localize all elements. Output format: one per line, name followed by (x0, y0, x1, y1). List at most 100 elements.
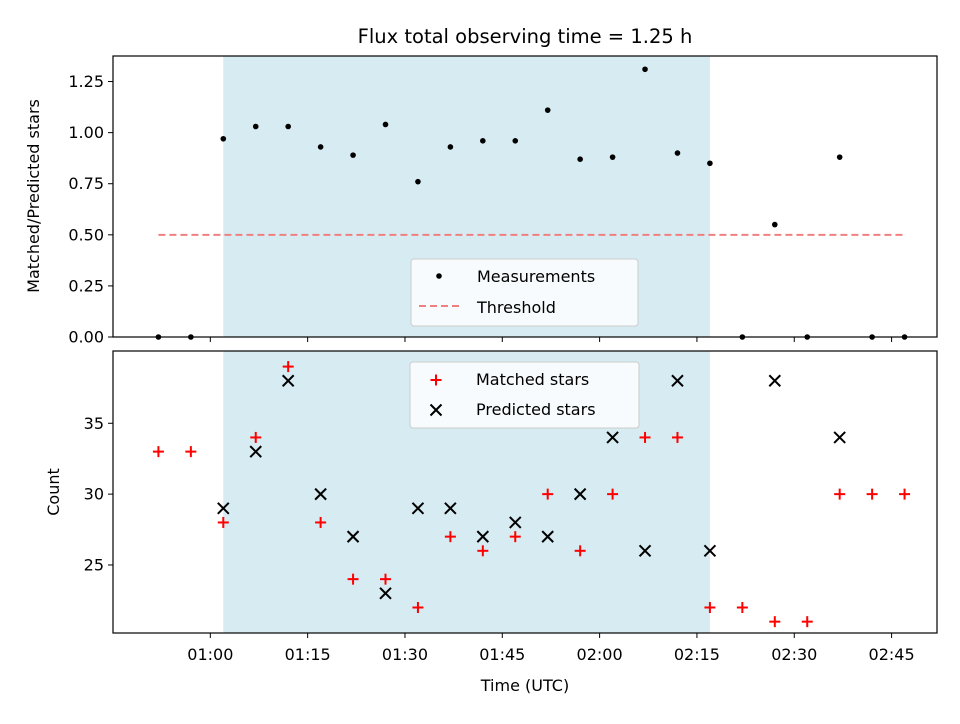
matched-star-point (671, 431, 683, 443)
x-stroke (573, 487, 587, 501)
y-tick-label: 0.00 (68, 328, 104, 347)
x-tick-label: 01:30 (382, 645, 428, 664)
predicted-star-point (249, 445, 262, 458)
predicted-star-point (281, 374, 295, 387)
matched-star-point (801, 616, 813, 628)
top-legend-box (410, 258, 639, 327)
bottom-legend-box (409, 361, 640, 429)
measurement-point (350, 152, 356, 158)
top-panel: Flux total observing time = 1.25 h 0.000… (24, 25, 938, 347)
predicted-star-point (703, 544, 717, 558)
matched-star-point (250, 431, 262, 443)
x-tick-label: 02:15 (674, 645, 720, 664)
bottom-y-axis-label: Count (44, 468, 63, 516)
x-stroke (703, 544, 717, 558)
predicted-star-point (541, 530, 554, 543)
x-stroke (768, 374, 782, 387)
matched-star-points (152, 361, 911, 628)
matched-star-point (574, 545, 586, 557)
legend-label-threshold: Threshold (476, 298, 556, 317)
bottom-panel: 25 30 35 01:00 01:15 01:30 01:45 02:00 02:15 02:… (44, 350, 938, 695)
top-y-axis-ticks: 0.00 0.25 0.50 0.75 1.00 1.25 (68, 72, 113, 347)
matched-star-point (380, 573, 392, 585)
matched-star-point (412, 601, 424, 613)
predicted-star-point (509, 516, 522, 529)
x-stroke (346, 530, 360, 543)
bottom-plot-frame (112, 350, 938, 634)
measurement-point (544, 107, 551, 113)
matched-star-point (217, 516, 229, 528)
bottom-x-axis-ticks: 01:00 01:15 01:30 01:45 02:00 02:15 02:30 02:45 (187, 633, 915, 664)
matched-star-point (542, 488, 554, 500)
matched-star-point (444, 531, 456, 543)
x-axis-label: Time (UTC) (480, 676, 569, 695)
x-stroke (541, 530, 554, 543)
predicted-star-point (444, 502, 457, 515)
predicted-star-point (573, 487, 587, 501)
measurement-point (480, 138, 486, 144)
measurement-point (447, 144, 454, 150)
matched-star-point (834, 488, 846, 500)
measurement-point (674, 150, 681, 156)
matched-star-point (282, 361, 294, 373)
matched-star-point (704, 601, 716, 613)
y-tick-label: 0.50 (68, 225, 104, 244)
matched-star-point (899, 488, 911, 500)
measurement-point (609, 154, 616, 160)
matched-star-point (185, 446, 197, 458)
y-tick-label: 25 (84, 555, 104, 574)
y-tick-label: 1.00 (68, 123, 104, 142)
matched-star-point (477, 545, 489, 557)
matched-star-point (639, 431, 651, 443)
x-stroke (281, 374, 295, 387)
matched-star-point (152, 446, 164, 458)
predicted-star-point (833, 431, 846, 444)
legend-marker-measurements (436, 273, 442, 279)
y-tick-label: 0.75 (68, 174, 104, 193)
measurement-point (415, 178, 421, 185)
predicted-star-point (768, 374, 782, 387)
legend-label-predicted: Predicted stars (476, 400, 596, 419)
y-tick-label: 35 (84, 414, 104, 433)
legend-label-matched: Matched stars (476, 370, 589, 389)
x-stroke (217, 502, 230, 515)
x-tick-label: 01:15 (285, 645, 331, 664)
y-tick-label: 1.25 (68, 72, 104, 91)
predicted-star-points (217, 374, 846, 600)
x-tick-label: 01:00 (187, 645, 233, 664)
x-stroke (379, 587, 392, 600)
x-stroke (411, 502, 425, 515)
matched-star-point (509, 531, 521, 543)
matched-star-point (607, 488, 619, 500)
legend-marker-predicted (429, 403, 443, 417)
matched-star-point (769, 616, 781, 628)
measurement-point (642, 66, 648, 73)
measurement-point (577, 156, 583, 163)
x-stroke (509, 516, 522, 529)
bottom-y-axis-ticks: 25 30 35 (84, 414, 113, 574)
legend-plus (430, 374, 442, 386)
measurement-point (382, 121, 389, 128)
x-tick-label: 02:45 (869, 645, 915, 664)
predicted-star-point (606, 431, 619, 444)
legend-label-measurements: Measurements (477, 267, 595, 286)
x-stroke (444, 502, 457, 515)
y-tick-label: 0.25 (68, 276, 104, 295)
measurement-point (317, 144, 324, 150)
top-plot-frame (112, 55, 938, 338)
chart-title: Flux total observing time = 1.25 h (358, 25, 693, 48)
measurement-point (252, 123, 259, 130)
predicted-star-point (379, 587, 392, 600)
measurement-point (836, 154, 843, 160)
x-stroke (476, 530, 490, 543)
x-stroke (429, 403, 443, 417)
bottom-legend: Matched stars Predicted stars (409, 361, 640, 429)
predicted-star-point (346, 530, 360, 543)
x-stroke (638, 544, 652, 558)
matched-star-point (315, 516, 327, 528)
x-stroke (314, 487, 327, 501)
x-tick-label: 02:30 (771, 645, 817, 664)
measurement-point (512, 138, 519, 144)
legend-marker-matched (430, 374, 442, 386)
x-stroke (606, 431, 619, 444)
